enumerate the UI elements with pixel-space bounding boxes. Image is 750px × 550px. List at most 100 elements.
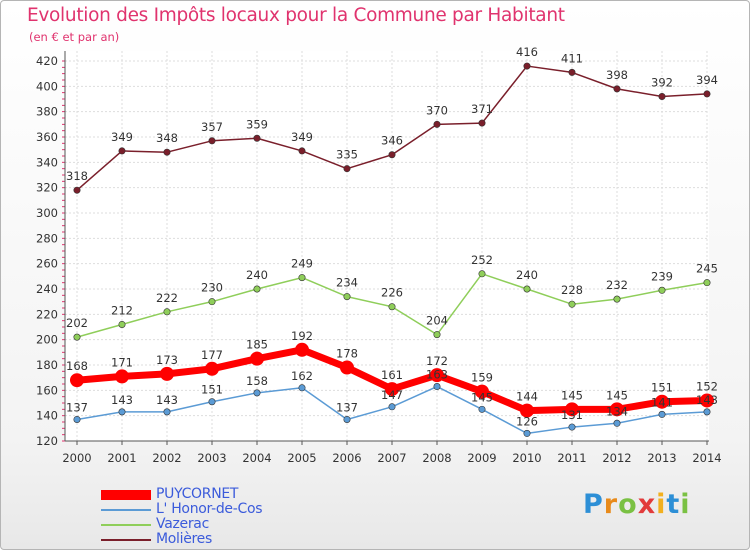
data-point (208, 298, 216, 306)
data-point (520, 403, 534, 418)
data-label: 398 (606, 68, 628, 82)
data-point (253, 389, 261, 397)
data-point (703, 408, 711, 416)
x-tick-label: 2012 (602, 451, 631, 465)
x-tick-label: 2005 (287, 451, 316, 465)
data-label: 162 (291, 369, 313, 383)
y-tick-label: 360 (36, 130, 58, 144)
line-chart: 120 140 160 180 200 220 240 260 280 300 320 340 360 3… (36, 45, 722, 465)
data-label: 159 (471, 371, 493, 385)
logo-letter: o (618, 489, 638, 520)
data-point (568, 423, 576, 431)
logo-letter: x (637, 489, 657, 520)
data-point (385, 382, 399, 397)
data-label: 371 (471, 102, 493, 116)
data-point (475, 384, 489, 399)
data-point (295, 342, 309, 357)
data-point (298, 384, 306, 392)
y-tick-label: 400 (36, 79, 58, 93)
plot-area (65, 51, 709, 441)
proxiti-logo: Proxiti (583, 489, 691, 520)
data-point (433, 120, 441, 128)
x-tick-label: 2014 (692, 451, 721, 465)
data-point (703, 90, 711, 98)
data-label: 141 (651, 395, 673, 409)
data-label: 151 (651, 381, 673, 395)
data-point (610, 402, 624, 417)
data-point (655, 394, 669, 409)
data-point (433, 383, 441, 391)
data-label: 359 (246, 117, 268, 131)
data-label: 161 (381, 368, 403, 382)
data-point (163, 308, 171, 316)
data-label: 144 (516, 390, 538, 404)
data-label: 349 (111, 130, 133, 144)
data-point (208, 137, 216, 145)
legend-swatch (101, 509, 151, 511)
x-tick-label: 2008 (422, 451, 451, 465)
data-label: 177 (201, 348, 223, 362)
logo-letter: i (656, 489, 667, 520)
data-label: 204 (426, 314, 448, 328)
data-point (478, 119, 486, 127)
data-point (613, 419, 621, 427)
data-point (343, 293, 351, 301)
data-label: 145 (471, 390, 493, 404)
data-label: 143 (111, 393, 133, 407)
data-label: 394 (696, 73, 718, 87)
data-label: 173 (156, 353, 178, 367)
data-point (613, 85, 621, 93)
y-tick-label: 280 (36, 231, 58, 245)
data-label: 411 (561, 51, 583, 65)
data-point (388, 151, 396, 159)
legend: PUYCORNET L' Honor-de-Cos Vazerac Molièr… (101, 487, 401, 547)
data-label: 163 (426, 368, 448, 382)
x-tick-label: 2011 (557, 451, 586, 465)
x-tick-label: 2010 (512, 451, 541, 465)
data-point (658, 410, 666, 418)
data-label: 145 (561, 388, 583, 402)
data-label: 192 (291, 329, 313, 343)
data-point (568, 68, 576, 76)
data-label: 158 (246, 374, 268, 388)
data-point (703, 279, 711, 287)
data-label: 131 (561, 408, 583, 422)
x-tick-label: 2007 (377, 451, 406, 465)
legend-item: Molières (101, 532, 401, 547)
data-point (253, 134, 261, 142)
legend-swatch (101, 490, 151, 500)
y-tick-label: 120 (36, 434, 58, 448)
data-point (433, 331, 441, 339)
x-tick-label: 2004 (242, 451, 271, 465)
y-tick-label: 240 (36, 282, 58, 296)
data-label: 226 (381, 286, 403, 300)
data-label: 178 (336, 347, 358, 361)
y-tick-label: 260 (36, 257, 58, 271)
data-point (118, 320, 126, 328)
legend-item: Vazerac (101, 517, 401, 532)
x-tick-label: 2001 (107, 451, 136, 465)
data-label: 318 (66, 169, 88, 183)
data-point (208, 398, 216, 406)
data-point (73, 333, 81, 341)
data-label: 143 (156, 393, 178, 407)
x-tick-label: 2009 (467, 451, 496, 465)
data-label: 357 (201, 120, 223, 134)
data-point (250, 351, 264, 366)
data-label: 239 (651, 269, 673, 283)
y-tick-label: 160 (36, 383, 58, 397)
y-tick-label: 300 (36, 206, 58, 220)
data-label: 234 (336, 276, 358, 290)
y-tick-label: 140 (36, 409, 58, 423)
data-label: 137 (336, 400, 358, 414)
data-label: 349 (291, 130, 313, 144)
data-label: 134 (606, 404, 628, 418)
data-label: 143 (696, 393, 718, 407)
data-point (205, 361, 219, 376)
data-point (298, 147, 306, 155)
legend-swatch (101, 524, 151, 526)
legend-swatch (101, 539, 151, 541)
data-label: 168 (66, 359, 88, 373)
data-point (565, 402, 579, 417)
